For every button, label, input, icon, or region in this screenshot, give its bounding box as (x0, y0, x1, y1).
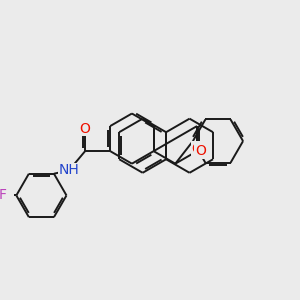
Text: O: O (80, 122, 91, 136)
Text: O: O (192, 142, 203, 156)
Text: F: F (0, 188, 7, 203)
Text: O: O (195, 144, 206, 158)
Text: NH: NH (58, 164, 80, 177)
